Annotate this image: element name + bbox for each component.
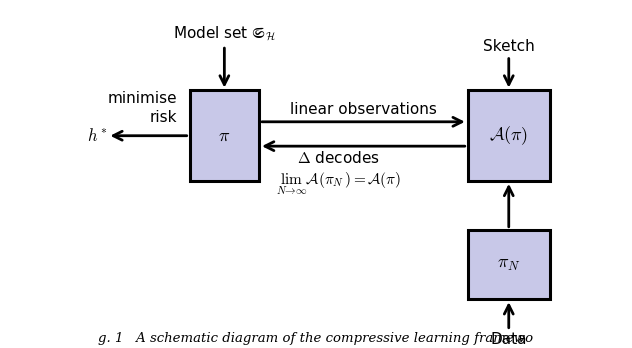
Text: $\pi$: $\pi$ xyxy=(218,127,231,145)
Text: $\Delta$ decodes: $\Delta$ decodes xyxy=(297,150,379,166)
Text: Model set $\mathfrak{S}_{\mathcal{H}}$: Model set $\mathfrak{S}_{\mathcal{H}}$ xyxy=(173,24,276,44)
Bar xyxy=(468,90,550,181)
Text: $h^*$: $h^*$ xyxy=(87,127,109,145)
Text: $\pi_N$: $\pi_N$ xyxy=(497,255,521,274)
Bar xyxy=(468,230,550,299)
Text: Sketch: Sketch xyxy=(483,39,535,54)
Text: g. 1   A schematic diagram of the compressive learning framewo: g. 1 A schematic diagram of the compress… xyxy=(99,332,533,345)
Text: $\mathcal{A}(\pi)$: $\mathcal{A}(\pi)$ xyxy=(489,124,528,147)
Text: minimise
risk: minimise risk xyxy=(107,91,177,125)
Text: $\lim_{N\to\infty} \mathcal{A}(\pi_N) = \mathcal{A}(\pi)$: $\lim_{N\to\infty} \mathcal{A}(\pi_N) = … xyxy=(276,171,401,197)
Bar xyxy=(190,90,259,181)
Text: Data: Data xyxy=(490,332,527,347)
Text: linear observations: linear observations xyxy=(290,102,437,117)
